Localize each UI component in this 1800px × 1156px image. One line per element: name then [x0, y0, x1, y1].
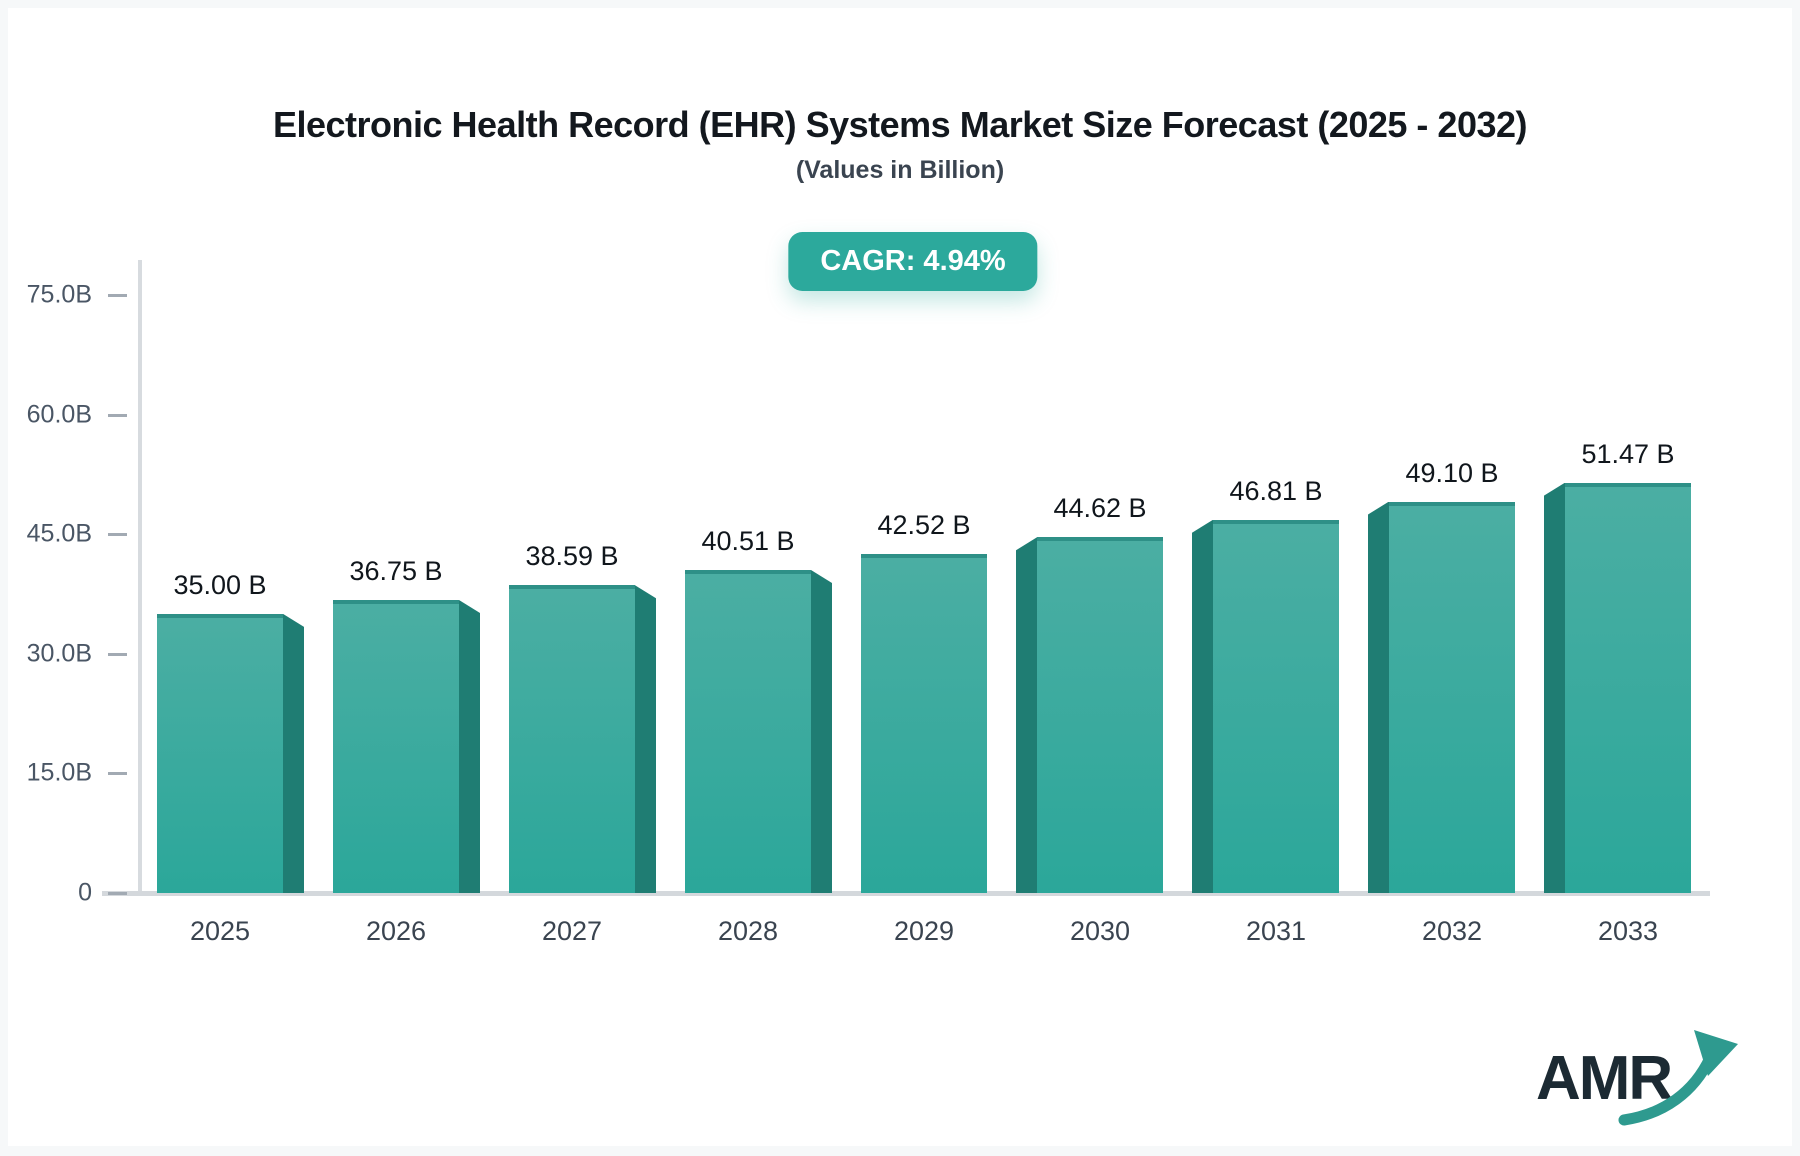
y-axis-tick-label: 0: [78, 878, 92, 907]
bar-value-label: 51.47 B: [1581, 438, 1675, 469]
x-axis-label: 2030: [1069, 916, 1131, 946]
y-axis-tick-mark: [108, 772, 127, 776]
chart-card: Electronic Health Record (EHR) Systems M…: [8, 8, 1792, 1146]
chart-title: Electronic Health Record (EHR) Systems M…: [273, 104, 1528, 145]
bar: [509, 585, 635, 893]
y-axis-tick-label: 30.0B: [26, 639, 92, 668]
bar-value-label: 46.81 B: [1229, 475, 1323, 506]
cagr-badge: CAGR: 4.94%: [788, 232, 1038, 291]
y-axis-tick-mark: [108, 413, 127, 417]
bar-side-face: [283, 613, 304, 893]
x-axis-label: 2029: [893, 916, 955, 946]
y-axis-tick-mark: [108, 294, 127, 297]
x-axis-label: 2031: [1245, 916, 1307, 946]
y-axis-line: [138, 260, 142, 895]
y-axis-tick-mark: [108, 892, 127, 895]
bar-side-face: [1544, 482, 1565, 893]
bar-value-label: 49.10 B: [1405, 457, 1499, 488]
amr-logo-text: AMR: [1536, 1044, 1673, 1113]
bar: [1037, 537, 1163, 893]
y-axis-tick-label: 45.0B: [26, 519, 92, 548]
amr-logo: AMR: [1536, 1030, 1766, 1148]
y-axis-tick-mark: [108, 533, 127, 537]
bar: [1565, 482, 1691, 893]
bar: [1389, 501, 1515, 893]
bar-value-label: 36.75 B: [349, 555, 443, 586]
bar-value-label: 42.52 B: [877, 509, 971, 540]
bar-value-label: 40.51 B: [701, 526, 795, 556]
bar-side-face: [1016, 537, 1037, 893]
x-axis-label: 2032: [1421, 916, 1483, 946]
bar-side-face: [459, 599, 480, 893]
y-axis-tick-label: 75.0B: [26, 280, 92, 309]
bar-side-face: [635, 585, 656, 893]
bar-side-face: [811, 570, 832, 893]
bar: [333, 599, 459, 893]
bar-side-face: [1368, 501, 1389, 893]
y-axis-tick-mark: [108, 652, 127, 656]
bar: [861, 553, 987, 893]
bar: [157, 613, 283, 893]
amr-logo-arrow-icon: [1618, 1030, 1738, 1126]
x-axis-label: 2027: [541, 916, 603, 946]
bar: [685, 570, 811, 893]
bar: [1213, 519, 1339, 893]
x-axis-label: 2025: [189, 916, 251, 946]
x-axis-label: 2033: [1597, 916, 1659, 946]
bar-side-face: [1192, 519, 1213, 893]
x-axis-line: [102, 891, 1710, 896]
chart-subtitle: (Values in Billion): [795, 156, 1005, 184]
x-axis-label: 2028: [717, 916, 779, 946]
bar-value-label: 44.62 B: [1053, 493, 1147, 524]
bar-value-label: 38.59 B: [525, 541, 619, 572]
y-axis-tick-label: 15.0B: [26, 758, 92, 787]
y-axis-tick-label: 60.0B: [26, 400, 92, 429]
x-axis-label: 2026: [365, 916, 427, 946]
bar-value-label: 35.00 B: [173, 569, 267, 600]
